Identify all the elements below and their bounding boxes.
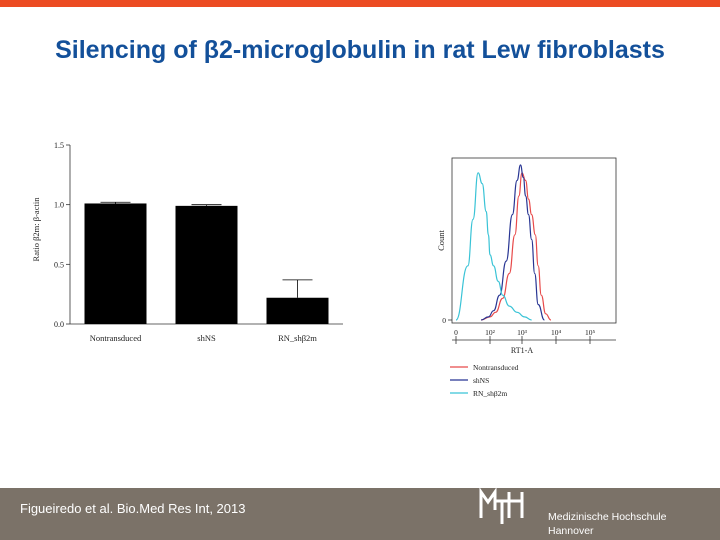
histogram-chart: 0 10² 10³ 10⁴ 10⁵ 0 Count RT1-A Nontransduced… [436, 157, 617, 398]
histogram-x-tick-label: 0 [454, 328, 458, 337]
histogram-series-line-1 [481, 164, 545, 321]
bar-chart-y-tick-label: 1.5 [54, 141, 64, 150]
institution-name: Medizinische Hochschule Hannover [548, 510, 666, 538]
histogram-x-tick-label: 10³ [517, 328, 528, 337]
histogram-xlabel: RT1-A [511, 346, 533, 355]
histogram-x-tick-label: 10⁵ [585, 328, 596, 337]
bar-chart-category-label: shNS [197, 333, 216, 343]
histogram-legend-label: shNS [473, 376, 489, 385]
histogram-legend-label: Nontransduced [473, 363, 519, 372]
histogram-axes: 0 10² 10³ 10⁴ 10⁵ 0 [442, 157, 617, 344]
bar-chart: 0.0 0.5 1.0 1.5 Nontransduced shNS RN_shβ2m Ra… [31, 141, 343, 343]
bar-chart-y-tick-label: 1.0 [54, 201, 64, 210]
histogram-x-tick-label: 10² [485, 328, 496, 337]
bar-chart-category-label: Nontransduced [90, 333, 142, 343]
histogram-x-tick-label: 10⁴ [551, 328, 562, 337]
histogram-ylabel: Count [436, 229, 446, 250]
histogram-series-line-0 [481, 172, 552, 321]
top-accent-bar [0, 0, 720, 7]
slide-title: Silencing of β2-microglobulin in rat Lew… [55, 36, 665, 64]
bar-chart-y-tick-label: 0.5 [54, 260, 64, 269]
histogram-legend: Nontransduced shNS RN_shβ2m [450, 363, 519, 398]
mhh-logo-icon [479, 488, 524, 524]
bar-chart-ylabel: Ratio β2m: β-actin [31, 197, 41, 262]
bar-1 [175, 205, 238, 324]
bar-chart-y-tick-label: 0.0 [54, 320, 64, 329]
institution-line-2: Hannover [548, 525, 594, 537]
histogram-legend-label: RN_shβ2m [473, 389, 507, 398]
institution-line-1: Medizinische Hochschule [548, 511, 667, 523]
citation-text: Figueiredo et al. Bio.Med Res Int, 2013 [20, 501, 246, 516]
bar-0 [84, 203, 147, 324]
histogram-lines [455, 164, 552, 321]
bar-2 [266, 297, 329, 324]
histogram-y-tick-label: 0 [442, 316, 446, 325]
histogram-plot-frame [451, 157, 617, 324]
histogram-series-line-2 [455, 172, 532, 321]
footer-bar: Figueiredo et al. Bio.Med Res Int, 2013 … [0, 488, 720, 540]
bar-chart-marks [84, 201, 329, 324]
bar-chart-category-label: RN_shβ2m [278, 333, 317, 343]
